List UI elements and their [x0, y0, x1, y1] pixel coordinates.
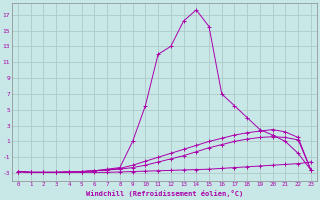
X-axis label: Windchill (Refroidissement éolien,°C): Windchill (Refroidissement éolien,°C)	[86, 190, 243, 197]
